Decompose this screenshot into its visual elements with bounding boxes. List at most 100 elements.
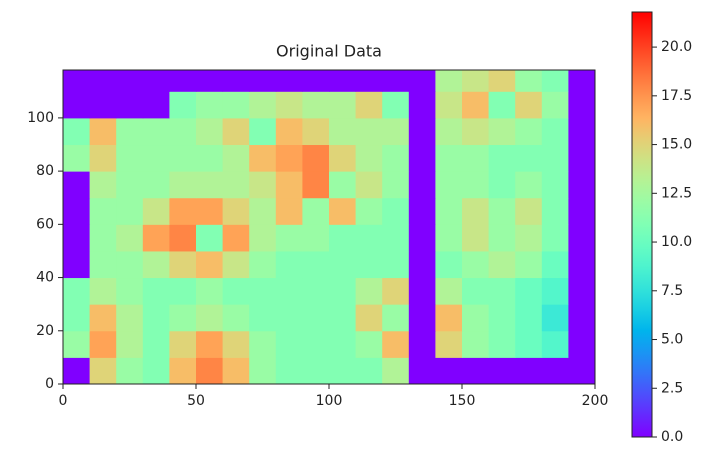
heat-cell <box>116 251 143 278</box>
heat-cell <box>302 171 329 198</box>
heat-cell <box>489 65 516 92</box>
heat-cell <box>223 171 250 198</box>
heat-cell <box>515 91 542 118</box>
heat-cell <box>462 357 489 384</box>
heat-cell <box>329 145 356 172</box>
heat-cell <box>409 198 436 225</box>
heat-cell <box>382 118 409 145</box>
heat-cell <box>489 224 516 251</box>
heat-cell <box>196 278 223 305</box>
heat-cell <box>90 224 117 251</box>
heat-cell <box>249 331 276 358</box>
heat-cell <box>143 91 170 118</box>
heat-cell <box>462 251 489 278</box>
heat-cell <box>90 118 117 145</box>
heat-cell <box>489 118 516 145</box>
heat-cell <box>515 304 542 331</box>
heat-cell <box>196 145 223 172</box>
heat-cell <box>462 171 489 198</box>
heat-cell <box>356 331 383 358</box>
heat-cell <box>302 118 329 145</box>
heat-cell <box>568 145 595 172</box>
heat-cell <box>116 171 143 198</box>
heat-cell <box>409 331 436 358</box>
chart: Original Data 0501001502000204060801000.… <box>0 0 711 454</box>
heat-cell <box>329 91 356 118</box>
heat-cell <box>90 145 117 172</box>
heat-cell <box>302 198 329 225</box>
heat-cell <box>382 145 409 172</box>
heat-cell <box>462 118 489 145</box>
heat-cell <box>489 145 516 172</box>
heat-cell <box>63 171 90 198</box>
heat-cell <box>356 304 383 331</box>
heat-cell <box>435 224 462 251</box>
heat-cell <box>515 251 542 278</box>
heat-cell <box>63 304 90 331</box>
heat-cell <box>542 251 569 278</box>
heat-cell <box>462 198 489 225</box>
heat-cell <box>542 171 569 198</box>
heat-cell <box>143 251 170 278</box>
heat-cell <box>568 91 595 118</box>
chart-title: Original Data <box>276 42 382 61</box>
heat-cell <box>116 278 143 305</box>
heat-cell <box>329 224 356 251</box>
heat-cell <box>276 251 303 278</box>
heat-cell <box>90 65 117 92</box>
heat-cell <box>382 171 409 198</box>
heat-cell <box>435 171 462 198</box>
heat-cell <box>382 357 409 384</box>
heat-cell <box>169 171 196 198</box>
heat-cell <box>409 171 436 198</box>
colorbar-tick-label: 10.0 <box>661 234 692 250</box>
heat-cell <box>116 224 143 251</box>
heat-cell <box>515 278 542 305</box>
y-tick-label: 80 <box>36 163 54 179</box>
heat-cell <box>515 145 542 172</box>
heat-cell <box>515 198 542 225</box>
heat-cell <box>568 224 595 251</box>
heat-cell <box>329 198 356 225</box>
heat-cell <box>542 65 569 92</box>
heat-cell <box>196 251 223 278</box>
heat-cell <box>329 278 356 305</box>
heat-cell <box>568 304 595 331</box>
heat-cell <box>382 278 409 305</box>
heat-cell <box>249 224 276 251</box>
heat-cell <box>515 357 542 384</box>
heat-cell <box>276 198 303 225</box>
colorbar-tick-label: 15.0 <box>661 137 692 153</box>
heat-cell <box>435 198 462 225</box>
heat-cell <box>276 118 303 145</box>
heat-cell <box>249 145 276 172</box>
heat-cell <box>249 278 276 305</box>
heat-cell <box>223 331 250 358</box>
heat-cell <box>382 224 409 251</box>
heat-cell <box>435 304 462 331</box>
heat-cell <box>249 357 276 384</box>
heat-cell <box>276 304 303 331</box>
heat-cell <box>409 251 436 278</box>
heat-cell <box>223 91 250 118</box>
heat-cell <box>356 224 383 251</box>
heat-cell <box>489 331 516 358</box>
heat-cell <box>356 145 383 172</box>
heat-cell <box>329 357 356 384</box>
colorbar <box>632 12 652 437</box>
heat-cell <box>409 65 436 92</box>
heat-cell <box>169 118 196 145</box>
heat-cell <box>409 145 436 172</box>
colorbar-tick-label: 17.5 <box>661 88 692 104</box>
heat-cell <box>489 198 516 225</box>
heat-cell <box>302 357 329 384</box>
heat-cell <box>63 278 90 305</box>
heat-cell <box>223 65 250 92</box>
heat-cell <box>435 278 462 305</box>
heat-cell <box>169 278 196 305</box>
heat-cell <box>63 251 90 278</box>
heat-cell <box>356 91 383 118</box>
heat-cell <box>116 145 143 172</box>
colorbar-tick-label: 2.5 <box>661 380 683 396</box>
heat-cell <box>515 171 542 198</box>
